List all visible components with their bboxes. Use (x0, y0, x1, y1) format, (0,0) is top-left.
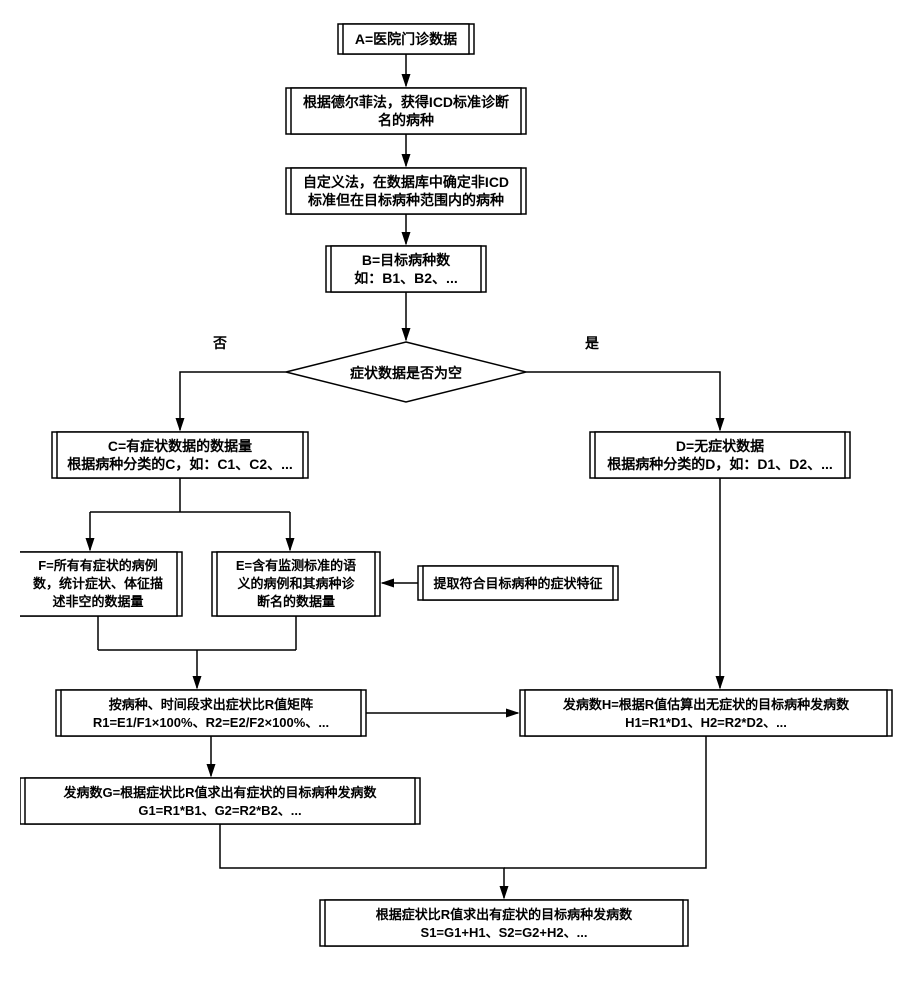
node-E: E=含有监测标准的语 义的病例和其病种诊 断名的数据量 (212, 552, 380, 616)
node-R-l1: 按病种、时间段求出症状比R值矩阵 (109, 697, 313, 712)
node-decision-label: 症状数据是否为空 (350, 365, 462, 381)
node-extract: 提取符合目标病种的症状特征 (418, 566, 618, 600)
node-delphi-l1: 根据德尔菲法，获得ICD标准诊断 (303, 94, 509, 110)
node-A-label: A=医院门诊数据 (355, 31, 457, 47)
node-A: A=医院门诊数据 (338, 24, 474, 54)
node-custom-l1: 自定义法，在数据库中确定非ICD (303, 174, 509, 190)
node-C-l2: 根据病种分类的C，如：C1、C2、... (67, 456, 293, 472)
node-H-l1: 发病数H=根据R值估算出无症状的目标病种发病数 (562, 697, 850, 712)
node-custom-l2: 标准但在目标病种范围内的病种 (307, 192, 504, 208)
node-C-l1: C=有症状数据的数据量 (108, 438, 252, 454)
node-F-l1: F=所有有症状的病例 (38, 558, 158, 573)
node-custom: 自定义法，在数据库中确定非ICD 标准但在目标病种范围内的病种 (286, 168, 526, 214)
node-D: D=无症状数据 根据病种分类的D，如：D1、D2、... (590, 432, 850, 478)
node-H-l2: H1=R1*D1、H2=R2*D2、... (625, 715, 787, 730)
node-H: 发病数H=根据R值估算出无症状的目标病种发病数 H1=R1*D1、H2=R2*D… (520, 690, 892, 736)
node-E-l3: 断名的数据量 (257, 594, 335, 609)
node-R: 按病种、时间段求出症状比R值矩阵 R1=E1/F1×100%、R2=E2/F2×… (56, 690, 366, 736)
node-G-l1: 发病数G=根据症状比R值求出有症状的目标病种发病数 (62, 785, 377, 800)
node-B: B=目标病种数 如：B1、B2、... (326, 246, 486, 292)
node-decision: 症状数据是否为空 (286, 342, 526, 402)
node-B-l2: 如：B1、B2、... (354, 270, 457, 286)
node-S-l2: S1=G1+H1、S2=G2+H2、... (421, 925, 588, 940)
node-F-l3: 述非空的数据量 (52, 594, 143, 609)
node-B-l1: B=目标病种数 (362, 252, 451, 268)
node-S: 根据症状比R值求出有症状的目标病种发病数 S1=G1+H1、S2=G2+H2、.… (320, 900, 688, 946)
node-E-l2: 义的病例和其病种诊 (237, 576, 355, 591)
flowchart: A=医院门诊数据 根据德尔菲法，获得ICD标准诊断 名的病种 自定义法，在数据库… (20, 20, 902, 980)
node-G: 发病数G=根据症状比R值求出有症状的目标病种发病数 G1=R1*B1、G2=R2… (20, 778, 420, 824)
node-D-l2: 根据病种分类的D，如：D1、D2、... (607, 456, 833, 472)
node-extract-label: 提取符合目标病种的症状特征 (433, 576, 602, 591)
node-delphi-l2: 名的病种 (378, 112, 434, 128)
node-S-l1: 根据症状比R值求出有症状的目标病种发病数 (376, 907, 633, 922)
label-yes: 是 (585, 335, 600, 351)
node-F-l2: 数，统计症状、体征描 (33, 576, 163, 591)
node-R-l2: R1=E1/F1×100%、R2=E2/F2×100%、... (93, 715, 329, 730)
node-G-l2: G1=R1*B1、G2=R2*B2、... (138, 803, 301, 818)
node-F: F=所有有症状的病例 数，统计症状、体征描 述非空的数据量 (20, 552, 182, 616)
node-E-l1: E=含有监测标准的语 (236, 558, 356, 573)
node-D-l1: D=无症状数据 (676, 438, 764, 454)
node-C: C=有症状数据的数据量 根据病种分类的C，如：C1、C2、... (52, 432, 308, 478)
label-no: 否 (212, 335, 227, 351)
node-delphi: 根据德尔菲法，获得ICD标准诊断 名的病种 (286, 88, 526, 134)
